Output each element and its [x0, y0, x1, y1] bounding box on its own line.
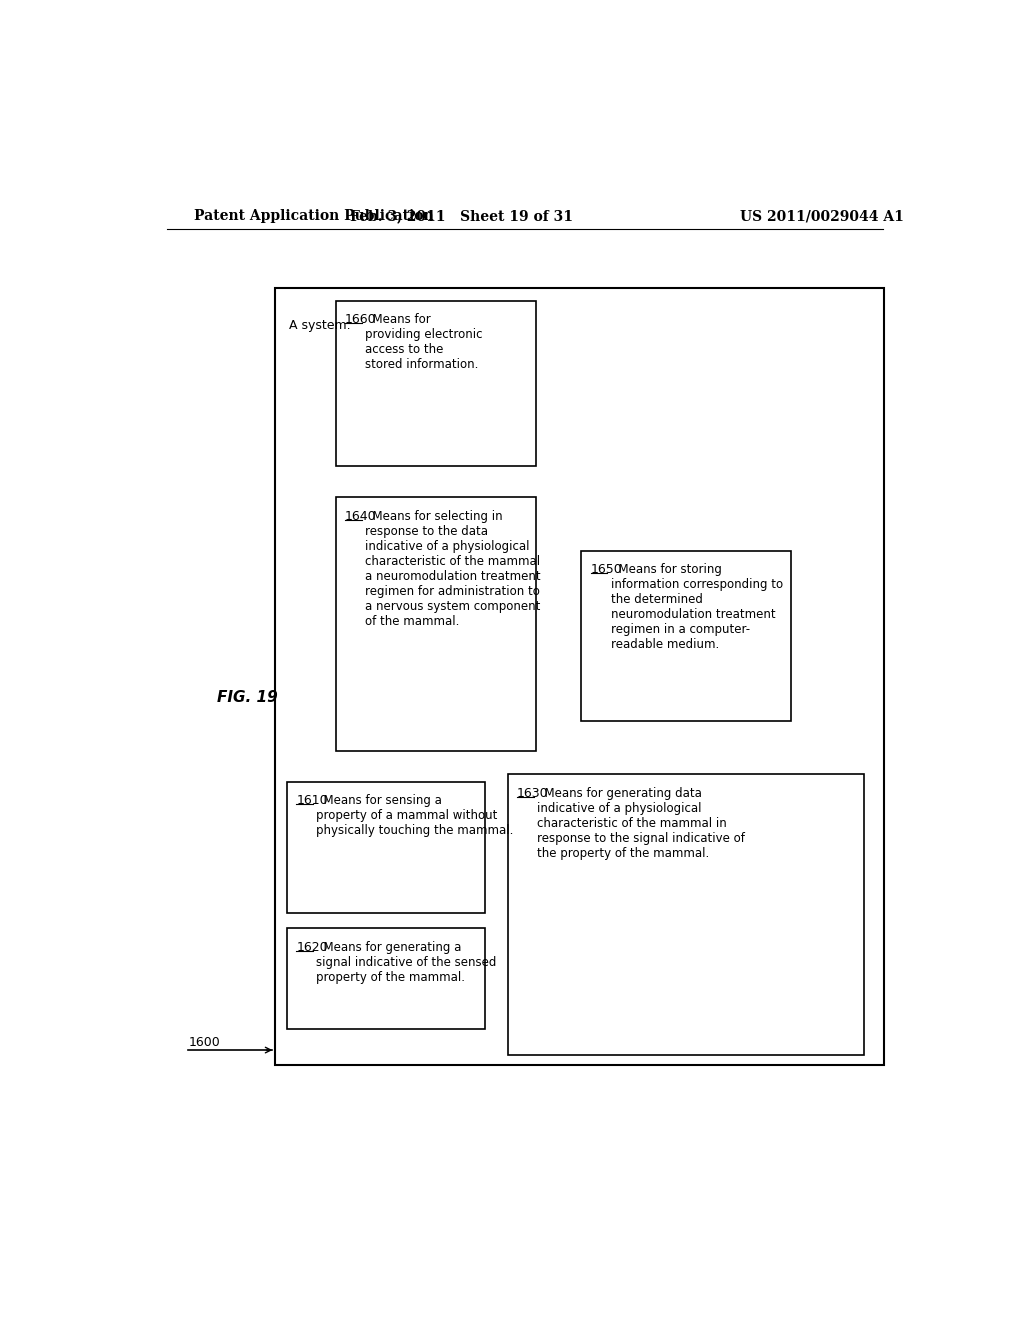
FancyBboxPatch shape	[287, 928, 484, 1028]
Text: 1610: 1610	[296, 795, 328, 808]
Text: 1640: 1640	[345, 510, 377, 523]
Text: Means for storing
information corresponding to
the determined
neuromodulation tr: Means for storing information correspond…	[610, 564, 782, 652]
Text: 1630: 1630	[517, 787, 549, 800]
FancyBboxPatch shape	[336, 498, 536, 751]
Text: Feb. 3, 2011   Sheet 19 of 31: Feb. 3, 2011 Sheet 19 of 31	[350, 209, 572, 223]
FancyBboxPatch shape	[287, 781, 484, 913]
Text: 1660: 1660	[345, 313, 377, 326]
FancyBboxPatch shape	[508, 775, 864, 1056]
Text: A system.: A system.	[289, 318, 351, 331]
Text: FIG. 19: FIG. 19	[217, 690, 278, 705]
Text: Means for
providing electronic
access to the
stored information.: Means for providing electronic access to…	[365, 313, 482, 371]
Text: 1600: 1600	[188, 1036, 220, 1049]
FancyBboxPatch shape	[336, 301, 536, 466]
FancyBboxPatch shape	[275, 288, 884, 1065]
Text: 1620: 1620	[296, 941, 328, 954]
Text: 1650: 1650	[591, 564, 623, 577]
Text: Means for generating data
indicative of a physiological
characteristic of the ma: Means for generating data indicative of …	[537, 787, 744, 859]
Text: US 2011/0029044 A1: US 2011/0029044 A1	[740, 209, 904, 223]
Text: Patent Application Publication: Patent Application Publication	[194, 209, 433, 223]
Text: Means for sensing a
property of a mammal without
physically touching the mammal.: Means for sensing a property of a mammal…	[316, 795, 513, 837]
Text: Means for selecting in
response to the data
indicative of a physiological
charac: Means for selecting in response to the d…	[365, 510, 541, 627]
Text: Means for generating a
signal indicative of the sensed
property of the mammal.: Means for generating a signal indicative…	[316, 941, 497, 983]
FancyBboxPatch shape	[582, 552, 791, 721]
